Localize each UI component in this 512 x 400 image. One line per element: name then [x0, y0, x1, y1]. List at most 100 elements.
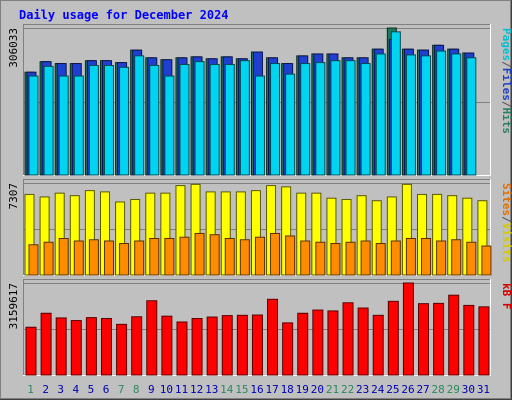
side-label: kB F [500, 283, 512, 310]
bar-pages-day-16 [254, 75, 265, 176]
day-label-3: 3 [57, 383, 64, 396]
bar-sites-day-29 [451, 239, 462, 276]
bar-sites-day-11 [179, 236, 190, 276]
bar-pages-day-11 [179, 64, 190, 176]
day-label-20: 20 [311, 383, 324, 396]
bar-pages-day-14 [224, 64, 235, 176]
bar-sites-day-2 [43, 241, 54, 276]
day-label-26: 26 [401, 383, 414, 396]
bar-kb-f-day-28 [433, 302, 445, 376]
bar-sites-day-12 [194, 232, 205, 276]
bar-kb-f-day-23 [357, 307, 369, 376]
bar-sites-day-1 [28, 244, 39, 276]
bar-kb-f-day-13 [206, 316, 218, 376]
side-label-part: / [500, 101, 512, 108]
bar-pages-day-7 [119, 66, 130, 176]
side-label: Sites/Visits [500, 183, 512, 263]
day-label-17: 17 [265, 383, 278, 396]
day-label-9: 9 [148, 383, 155, 396]
day-label-6: 6 [103, 383, 110, 396]
bar-pages-day-13 [209, 64, 220, 176]
day-label-28: 28 [432, 383, 445, 396]
y-max-label: 3159617 [7, 283, 20, 329]
bar-pages-day-24 [375, 53, 386, 176]
bar-kb-f-day-24 [372, 314, 384, 376]
bar-kb-f-day-26 [402, 282, 414, 376]
bar-sites-day-30 [466, 241, 477, 276]
bar-kb-f-day-17 [267, 298, 279, 376]
bar-sites-day-19 [300, 240, 311, 276]
y-max-label: 7307 [7, 183, 20, 210]
day-labels: 1 2 3 4 5 6 7 8 9 10 11 12 13 14 15 16 17 18 19 20 21 22 23 24 2… [27, 383, 490, 396]
bar-pages-day-1 [28, 75, 39, 176]
bar-sites-day-27 [421, 237, 432, 276]
day-label-11: 11 [175, 383, 188, 396]
day-label-1: 1 [27, 383, 34, 396]
bar-kb-f-day-19 [297, 312, 309, 376]
bar-sites-day-3 [58, 237, 69, 276]
bar-kb-f-day-9 [146, 300, 158, 376]
bar-pages-day-6 [103, 64, 114, 176]
bar-sites-day-26 [405, 237, 416, 276]
bar-pages-day-21 [330, 60, 341, 176]
bar-pages-day-27 [421, 55, 432, 176]
bar-sites-day-6 [103, 240, 114, 276]
bar-kb-f-day-29 [448, 294, 460, 376]
bar-kb-f-day-14 [221, 315, 233, 376]
bar-pages-day-18 [285, 73, 296, 176]
day-label-30: 30 [462, 383, 475, 396]
side-label-part: Visits [500, 223, 512, 263]
bar-kb-f-day-15 [236, 314, 248, 376]
bar-kb-f-day-31 [478, 306, 490, 376]
panel-kbytes: 3159617 kB F [7, 279, 512, 376]
bar-sites-day-25 [390, 240, 401, 276]
bar-pages-day-17 [270, 63, 281, 176]
bar-kb-f-day-2 [40, 312, 52, 376]
day-label-10: 10 [160, 383, 173, 396]
bar-sites-day-22 [345, 241, 356, 276]
bar-kb-f-day-20 [312, 309, 324, 376]
bar-pages-day-9 [149, 64, 160, 176]
bar-kb-f-day-8 [131, 316, 143, 376]
bar-pages-day-15 [239, 60, 250, 176]
day-label-19: 19 [296, 383, 309, 396]
side-label-part: Pages [500, 28, 512, 61]
bar-pages-day-20 [315, 62, 326, 176]
bar-sites-day-9 [149, 237, 160, 276]
bar-pages-day-19 [300, 63, 311, 176]
bar-sites-day-8 [134, 240, 145, 276]
side-label-part: Sites [500, 183, 512, 216]
day-label-16: 16 [250, 383, 263, 396]
day-label-24: 24 [371, 383, 385, 396]
day-label-5: 5 [88, 383, 95, 396]
side-label-part: / [500, 216, 512, 223]
bar-kb-f-day-22 [342, 302, 354, 376]
bar-sites-day-18 [285, 235, 296, 276]
bar-kb-f-day-25 [387, 300, 399, 376]
bar-kb-f-day-11 [176, 321, 188, 376]
day-label-8: 8 [133, 383, 140, 396]
bar-sites-day-28 [436, 240, 447, 276]
day-label-27: 27 [416, 383, 429, 396]
side-label: Pages/Files/Hits [500, 28, 512, 134]
bar-sites-day-4 [73, 240, 84, 276]
bar-kb-f-day-12 [191, 318, 203, 376]
bar-kb-f-day-3 [55, 317, 67, 376]
bar-pages-day-10 [164, 75, 175, 176]
panel-visits-sites: 7307 Sites/Visits [7, 179, 512, 276]
bar-pages-day-4 [73, 75, 84, 176]
bar-kb-f-day-6 [100, 318, 112, 376]
bar-sites-day-17 [270, 232, 281, 276]
day-label-13: 13 [205, 383, 218, 396]
bar-pages-day-26 [405, 54, 416, 176]
day-label-29: 29 [447, 383, 460, 396]
bar-kb-f-day-10 [161, 315, 173, 376]
day-label-4: 4 [73, 383, 80, 396]
day-label-7: 7 [118, 383, 125, 396]
bar-pages-day-8 [134, 55, 145, 176]
bar-sites-day-24 [375, 243, 386, 276]
bar-kb-f-day-16 [251, 314, 263, 376]
bar-pages-day-29 [451, 53, 462, 176]
day-label-14: 14 [220, 383, 234, 396]
